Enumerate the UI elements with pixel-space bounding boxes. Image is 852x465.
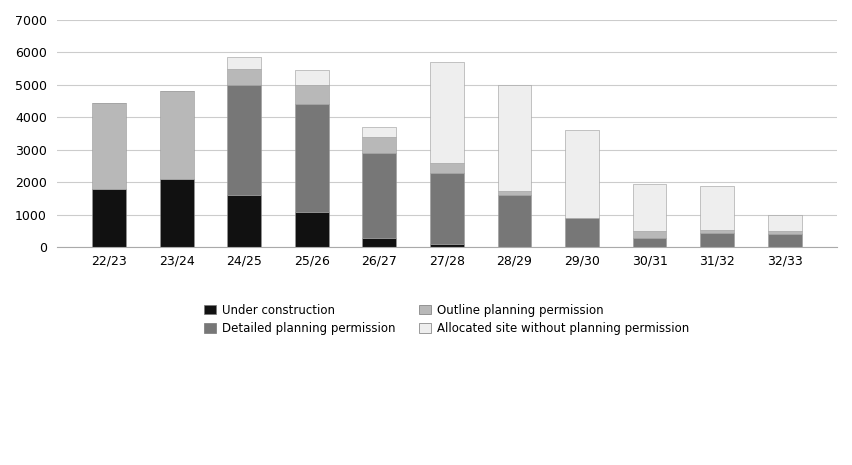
Bar <box>633 231 666 238</box>
Bar <box>295 85 329 105</box>
Bar <box>159 92 193 179</box>
Bar <box>498 195 532 247</box>
Bar <box>768 215 802 231</box>
Bar <box>565 218 599 247</box>
Bar <box>362 153 396 238</box>
Bar <box>430 173 463 244</box>
Bar <box>633 184 666 231</box>
Bar <box>227 57 261 69</box>
Bar <box>700 186 734 230</box>
Bar <box>633 238 666 247</box>
Bar <box>295 70 329 85</box>
Bar <box>700 233 734 247</box>
Bar <box>498 85 532 191</box>
Bar <box>700 230 734 233</box>
Bar <box>92 103 126 189</box>
Bar <box>227 85 261 195</box>
Bar <box>227 195 261 247</box>
Bar <box>362 127 396 137</box>
Bar <box>565 131 599 218</box>
Bar <box>430 244 463 247</box>
Bar <box>362 137 396 153</box>
Bar <box>430 163 463 173</box>
Bar <box>295 212 329 247</box>
Bar <box>159 179 193 247</box>
Bar <box>768 234 802 247</box>
Bar <box>498 191 532 195</box>
Bar <box>227 69 261 85</box>
Bar <box>362 238 396 247</box>
Legend: Under construction, Detailed planning permission, Outline planning permission, A: Under construction, Detailed planning pe… <box>199 299 694 340</box>
Bar <box>768 231 802 234</box>
Bar <box>92 189 126 247</box>
Bar <box>295 105 329 212</box>
Bar <box>430 62 463 163</box>
